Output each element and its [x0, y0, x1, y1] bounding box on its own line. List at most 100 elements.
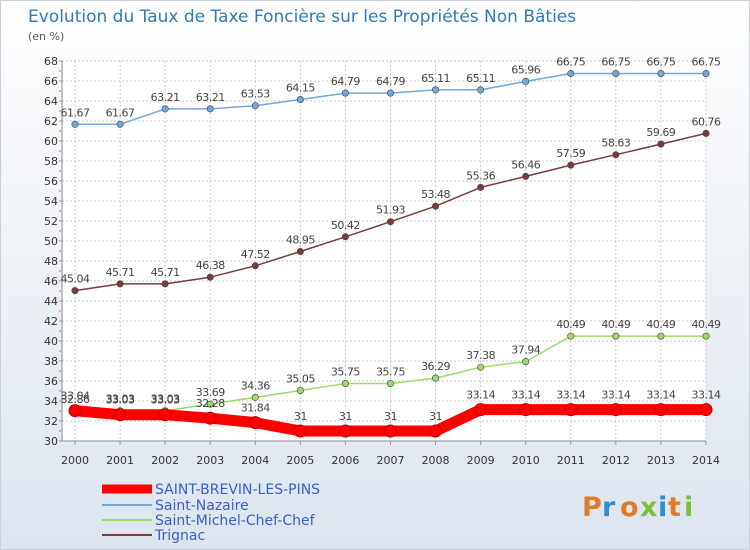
x-tick-label: 2005 — [286, 454, 314, 467]
data-label: 32.28 — [196, 397, 225, 410]
data-label: 66.75 — [646, 56, 675, 69]
data-point — [71, 120, 79, 128]
axes: 30 32 34 36 38 40 42 44 46 48 50 52 54 56 58 60 62 64 66 68… — [44, 55, 720, 467]
y-tick-label: 42 — [44, 315, 58, 328]
data-label: 55.36 — [466, 169, 495, 182]
data-point — [161, 105, 169, 113]
logo-letter: i — [684, 492, 693, 523]
data-label: 31 — [294, 410, 307, 423]
y-minor-tick — [59, 410, 61, 412]
data-point — [522, 172, 530, 180]
data-label: 37.38 — [466, 349, 495, 362]
data-label: 63.53 — [241, 88, 270, 101]
data-point — [522, 358, 530, 366]
y-tick-label: 60 — [44, 135, 58, 148]
data-label: 37.94 — [511, 344, 540, 357]
y-minor-tick — [59, 130, 61, 132]
x-tick-label: 2007 — [377, 454, 405, 467]
data-label: 31 — [339, 410, 352, 423]
logo-letter: P — [582, 492, 602, 523]
data-point — [567, 161, 575, 169]
data-label: 64.15 — [286, 82, 315, 95]
data-label: 46.38 — [196, 259, 225, 272]
data-point — [386, 89, 394, 97]
data-label: 31 — [384, 410, 397, 423]
data-label: 53.48 — [421, 188, 450, 201]
y-tick-label: 62 — [44, 115, 58, 128]
data-point — [477, 363, 485, 371]
data-point — [384, 424, 397, 438]
data-point — [293, 424, 307, 438]
data-point — [612, 70, 620, 78]
y-tick-label: 30 — [44, 435, 58, 448]
data-point — [251, 102, 259, 110]
data-point — [519, 403, 533, 417]
data-label: 50.42 — [331, 219, 360, 232]
chart-title: Evolution du Taux de Taxe Foncière sur l… — [28, 7, 576, 27]
data-label: 40.49 — [646, 318, 675, 331]
y-minor-tick — [59, 430, 61, 432]
data-point — [206, 400, 214, 408]
data-label: 33.03 — [151, 393, 180, 406]
y-minor-tick — [59, 90, 61, 92]
data-point — [338, 424, 352, 438]
data-point — [206, 105, 214, 113]
data-point — [702, 70, 710, 78]
data-point — [161, 280, 169, 288]
data-point — [657, 70, 665, 78]
data-label: 32.86 — [61, 393, 90, 406]
x-tick-label: 2006 — [331, 454, 359, 467]
data-label: 33.69 — [196, 386, 225, 399]
data-label: 35.75 — [331, 366, 360, 379]
y-minor-tick — [59, 330, 61, 332]
x-tick-label: 2014 — [692, 454, 720, 467]
logo-letter: r — [602, 492, 616, 523]
data-point — [609, 403, 623, 417]
data-label: 33.14 — [692, 389, 721, 402]
data-point — [564, 403, 578, 417]
data-point — [432, 374, 440, 382]
y-tick-label: 54 — [44, 195, 58, 208]
data-label: 40.49 — [601, 318, 630, 331]
y-tick-label: 66 — [44, 75, 58, 88]
data-label: 35.75 — [376, 366, 405, 379]
data-label: 33.03 — [106, 393, 135, 406]
y-tick-label: 56 — [44, 175, 58, 188]
data-label: 60.76 — [692, 115, 721, 128]
y-minor-tick — [59, 70, 61, 72]
data-label: 33.14 — [511, 389, 540, 402]
data-point — [116, 120, 124, 128]
data-label: 33.14 — [556, 389, 585, 402]
legend-label: Saint-Michel-Chef-Chef — [155, 513, 316, 529]
y-tick-label: 46 — [44, 275, 58, 288]
data-label: 33.04 — [61, 390, 90, 403]
y-tick-label: 38 — [44, 355, 58, 368]
y-minor-tick — [59, 250, 61, 252]
data-point — [341, 379, 349, 387]
logo-letter: t — [668, 492, 681, 523]
data-point — [429, 424, 443, 438]
data-point — [203, 411, 217, 425]
data-point — [113, 408, 127, 422]
y-minor-tick — [59, 110, 61, 112]
data-point — [432, 202, 440, 210]
data-point — [68, 404, 82, 418]
y-minor-tick — [59, 390, 61, 392]
data-label: 36.29 — [421, 360, 450, 373]
x-tick-label: 2011 — [557, 454, 585, 467]
data-point — [386, 379, 394, 387]
y-tick-label: 52 — [44, 215, 58, 228]
y-minor-tick — [59, 210, 61, 212]
plot-area — [62, 61, 706, 441]
y-minor-tick — [59, 230, 61, 232]
data-label: 63.21 — [196, 91, 225, 104]
data-label: 65.11 — [421, 72, 450, 85]
data-label: 63.21 — [151, 91, 180, 104]
y-minor-tick — [59, 290, 61, 292]
y-tick-label: 36 — [44, 375, 58, 388]
data-point — [657, 140, 665, 148]
data-point — [567, 70, 575, 78]
data-point — [341, 233, 349, 241]
x-tick-label: 2003 — [196, 454, 224, 467]
